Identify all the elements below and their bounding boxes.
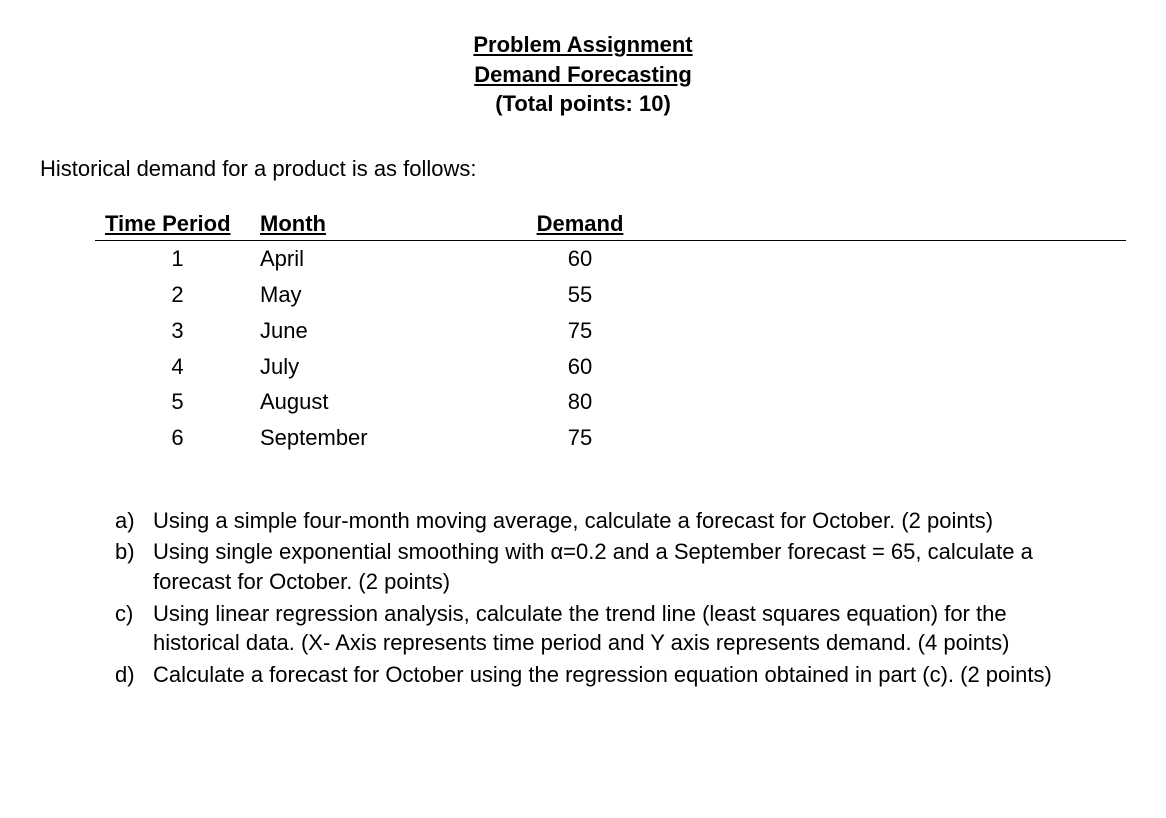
- cell-demand: 75: [490, 423, 670, 453]
- table-row: 3June75: [95, 313, 1126, 349]
- question-text: Using linear regression analysis, calcul…: [153, 599, 1096, 658]
- question-item: d)Calculate a forecast for October using…: [115, 660, 1096, 690]
- cell-demand: 80: [490, 387, 670, 417]
- title-line-2: Demand Forecasting: [40, 60, 1126, 90]
- cell-month: June: [260, 316, 490, 346]
- header-demand: Demand: [490, 209, 670, 239]
- demand-table: Time Period Month Demand 1April602May553…: [95, 209, 1126, 456]
- question-item: a)Using a simple four-month moving avera…: [115, 506, 1096, 536]
- cell-demand: 55: [490, 280, 670, 310]
- table-row: 1April60: [95, 241, 1126, 277]
- table-row: 2May55: [95, 277, 1126, 313]
- cell-period: 2: [95, 280, 260, 310]
- intro-text: Historical demand for a product is as fo…: [40, 154, 1126, 184]
- table-body: 1April602May553June754July605August806Se…: [95, 241, 1126, 455]
- question-label: a): [115, 506, 153, 536]
- question-label: c): [115, 599, 153, 658]
- question-item: c)Using linear regression analysis, calc…: [115, 599, 1096, 658]
- cell-month: April: [260, 244, 490, 274]
- cell-demand: 60: [490, 352, 670, 382]
- question-label: d): [115, 660, 153, 690]
- question-item: b)Using single exponential smoothing wit…: [115, 537, 1096, 596]
- cell-month: September: [260, 423, 490, 453]
- table-row: 6September75: [95, 420, 1126, 456]
- question-label: b): [115, 537, 153, 596]
- title-line-3: (Total points: 10): [40, 89, 1126, 119]
- cell-period: 1: [95, 244, 260, 274]
- cell-month: July: [260, 352, 490, 382]
- header-month: Month: [260, 209, 490, 239]
- title-line-1: Problem Assignment: [40, 30, 1126, 60]
- cell-demand: 75: [490, 316, 670, 346]
- cell-period: 5: [95, 387, 260, 417]
- header-period: Time Period: [95, 209, 260, 239]
- table-row: 4July60: [95, 349, 1126, 385]
- question-text: Calculate a forecast for October using t…: [153, 660, 1096, 690]
- question-text: Using a simple four-month moving average…: [153, 506, 1096, 536]
- cell-period: 6: [95, 423, 260, 453]
- document-header: Problem Assignment Demand Forecasting (T…: [40, 30, 1126, 119]
- cell-demand: 60: [490, 244, 670, 274]
- cell-month: August: [260, 387, 490, 417]
- question-text: Using single exponential smoothing with …: [153, 537, 1096, 596]
- table-row: 5August80: [95, 384, 1126, 420]
- cell-period: 4: [95, 352, 260, 382]
- cell-period: 3: [95, 316, 260, 346]
- cell-month: May: [260, 280, 490, 310]
- questions-list: a)Using a simple four-month moving avera…: [115, 506, 1096, 690]
- table-header-row: Time Period Month Demand: [95, 209, 1126, 242]
